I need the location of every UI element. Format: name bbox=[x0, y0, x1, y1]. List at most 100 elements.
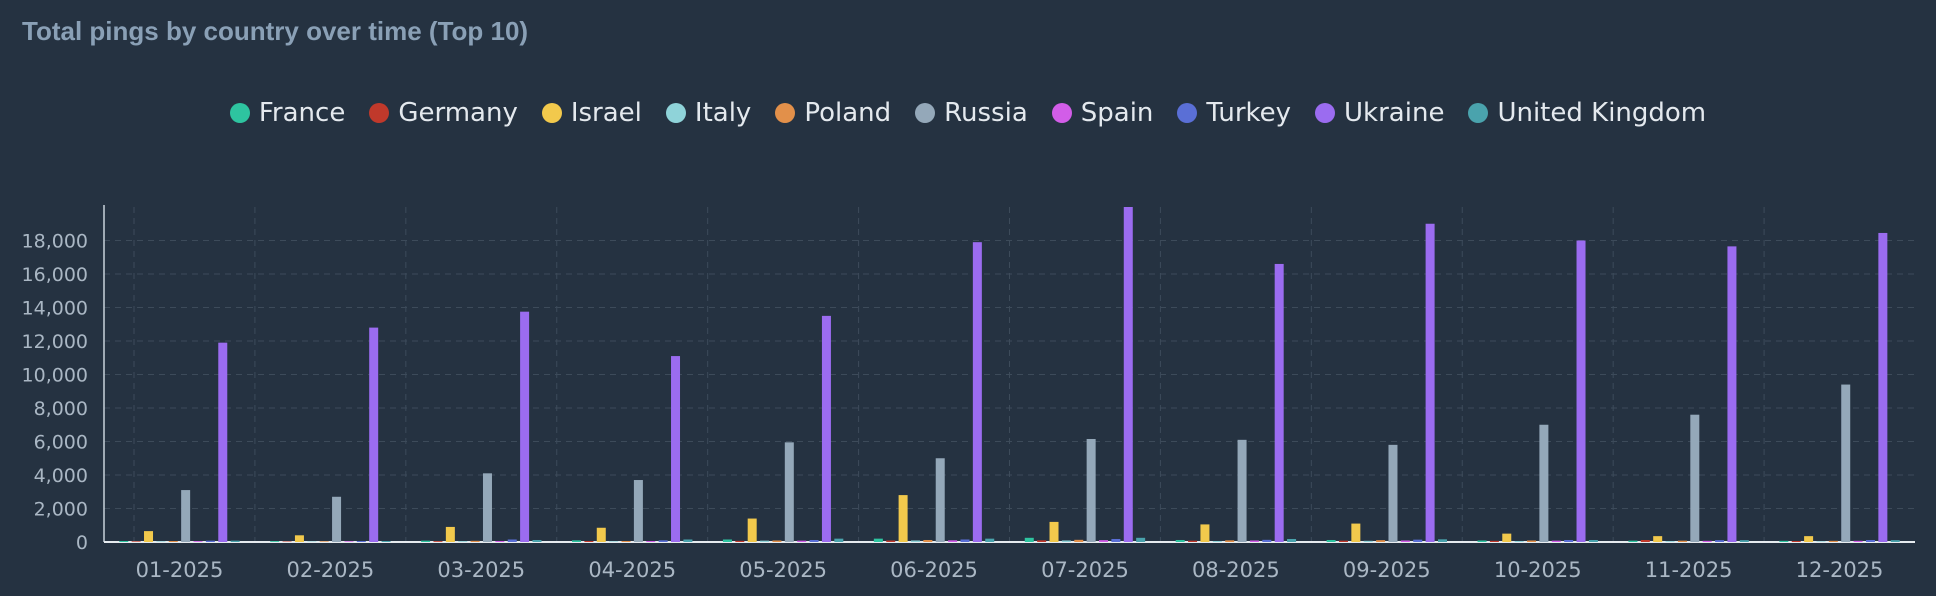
legend-swatch bbox=[665, 103, 686, 123]
bar bbox=[1690, 414, 1700, 542]
bar bbox=[1878, 232, 1888, 542]
bar bbox=[1388, 444, 1398, 542]
bar bbox=[205, 540, 215, 542]
bar bbox=[898, 495, 908, 542]
bar bbox=[458, 541, 468, 542]
bar bbox=[633, 480, 643, 542]
bar bbox=[784, 442, 794, 542]
bar bbox=[307, 541, 317, 542]
y-tick-label: 8,000 bbox=[34, 398, 88, 420]
bar bbox=[1225, 540, 1235, 542]
bar bbox=[1237, 439, 1247, 542]
bar bbox=[1502, 533, 1512, 542]
legend-item[interactable]: Italy bbox=[665, 98, 751, 128]
legend-swatch bbox=[541, 103, 562, 123]
y-tick-label: 0 bbox=[76, 532, 88, 554]
bar bbox=[1326, 539, 1336, 542]
legend-item[interactable]: Turkey bbox=[1177, 98, 1291, 128]
bar bbox=[1640, 539, 1650, 542]
bar bbox=[1351, 523, 1361, 542]
bar bbox=[369, 327, 379, 542]
bar bbox=[772, 540, 782, 542]
bar bbox=[156, 541, 166, 542]
x-tick-label: 10-2025 bbox=[1494, 558, 1582, 582]
bar bbox=[1677, 540, 1687, 542]
bar bbox=[1123, 207, 1133, 542]
bar bbox=[1828, 540, 1838, 542]
x-tick-label: 11-2025 bbox=[1645, 558, 1733, 582]
bar bbox=[470, 540, 480, 542]
legend-item[interactable]: Ukraine bbox=[1315, 98, 1444, 128]
x-tick-label: 12-2025 bbox=[1796, 558, 1884, 582]
legend-item[interactable]: France bbox=[229, 98, 345, 128]
bar bbox=[1804, 536, 1814, 542]
chart-title: Total pings by country over time (Top 10… bbox=[22, 16, 529, 46]
bar bbox=[873, 538, 883, 542]
chart-legend: France Germany Israel Italy Poland Russia Spai… bbox=[0, 98, 1936, 128]
bar bbox=[181, 490, 191, 542]
bar bbox=[381, 540, 391, 542]
bar bbox=[1049, 521, 1059, 542]
bar bbox=[433, 541, 443, 542]
bar bbox=[960, 539, 970, 542]
bar bbox=[1551, 540, 1561, 542]
legend-item[interactable]: United Kingdom bbox=[1468, 98, 1706, 128]
legend-swatch bbox=[775, 103, 796, 123]
y-tick-label: 18,000 bbox=[22, 231, 88, 253]
legend-item[interactable]: Russia bbox=[915, 98, 1028, 128]
legend-item[interactable]: Poland bbox=[775, 98, 891, 128]
bar bbox=[646, 540, 656, 542]
bar bbox=[1249, 540, 1259, 542]
bar bbox=[621, 540, 631, 542]
bar bbox=[1477, 540, 1487, 542]
y-tick-label: 12,000 bbox=[22, 331, 88, 353]
legend-item[interactable]: Spain bbox=[1051, 98, 1153, 128]
bar bbox=[1514, 540, 1524, 542]
legend-item[interactable]: Germany bbox=[369, 98, 518, 128]
x-tick-label: 08-2025 bbox=[1192, 558, 1280, 582]
bar bbox=[119, 540, 129, 542]
bar bbox=[507, 539, 517, 542]
y-tick-label: 10,000 bbox=[22, 365, 88, 387]
bar bbox=[809, 539, 819, 542]
bar bbox=[1702, 540, 1712, 542]
x-tick-label: 02-2025 bbox=[287, 558, 375, 582]
bar bbox=[218, 342, 228, 542]
bar bbox=[1576, 240, 1586, 542]
bar bbox=[270, 541, 280, 542]
bar bbox=[144, 531, 154, 542]
bar bbox=[294, 535, 304, 542]
bar bbox=[1338, 540, 1348, 542]
bar bbox=[910, 540, 920, 542]
x-tick-label: 01-2025 bbox=[136, 558, 224, 582]
bar bbox=[935, 458, 945, 542]
bar bbox=[1841, 384, 1851, 542]
x-tick-label: 06-2025 bbox=[890, 558, 978, 582]
bar bbox=[344, 541, 354, 542]
bar bbox=[722, 539, 732, 542]
bar bbox=[572, 540, 582, 542]
bar bbox=[1074, 539, 1084, 542]
legend-label: Israel bbox=[570, 98, 642, 128]
legend-swatch bbox=[915, 103, 936, 123]
bar bbox=[1037, 540, 1047, 542]
legend-swatch bbox=[1315, 103, 1336, 123]
legend-swatch bbox=[1177, 103, 1198, 123]
bar bbox=[1400, 540, 1410, 542]
bar bbox=[948, 540, 958, 542]
bar bbox=[1564, 539, 1574, 542]
bar bbox=[1099, 540, 1109, 542]
bar bbox=[747, 518, 757, 542]
legend-item[interactable]: Israel bbox=[541, 98, 642, 128]
bar bbox=[230, 540, 240, 542]
bar bbox=[972, 242, 982, 543]
bar bbox=[797, 540, 807, 542]
bar bbox=[1262, 539, 1272, 542]
legend-label: Poland bbox=[804, 98, 892, 128]
bar bbox=[1363, 540, 1373, 542]
bar bbox=[1489, 540, 1499, 542]
legend-swatch bbox=[1468, 103, 1489, 123]
x-tick-label: 09-2025 bbox=[1343, 558, 1431, 582]
bar bbox=[923, 539, 933, 542]
bar bbox=[445, 526, 455, 542]
